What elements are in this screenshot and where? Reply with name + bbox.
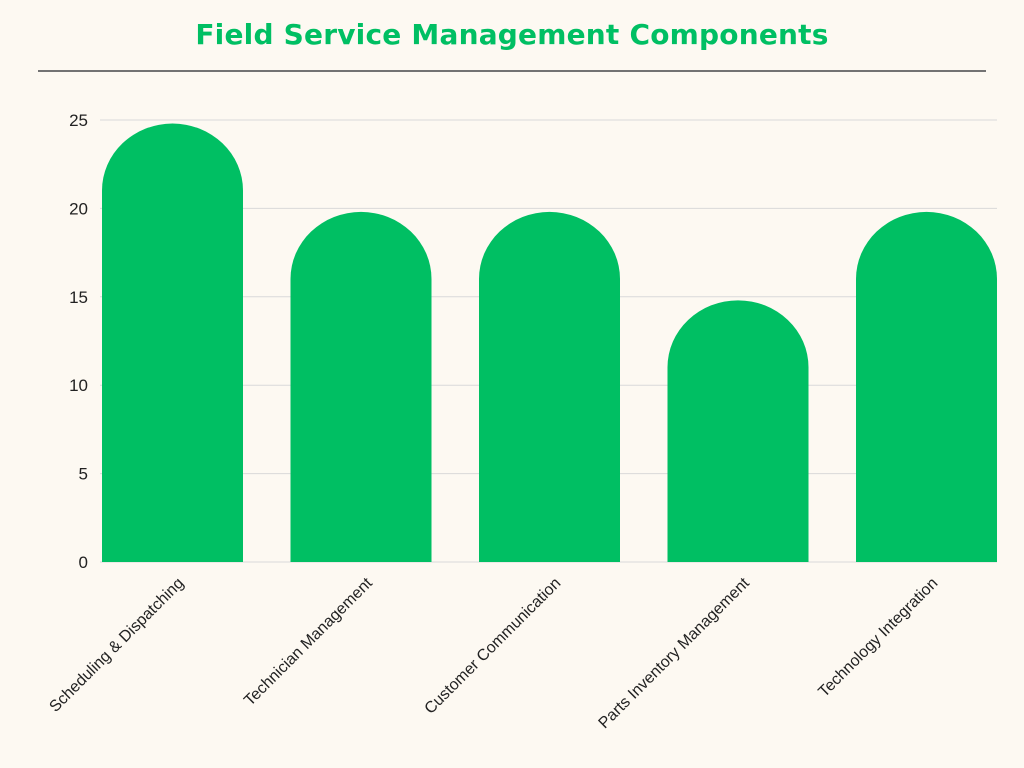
bar: [102, 123, 243, 563]
x-axis-ticks: Scheduling & Dispatching Technician Manag…: [46, 574, 941, 732]
y-tick-label: 15: [69, 288, 88, 307]
y-axis-ticks: 0 5 10 15 20 25: [69, 111, 88, 572]
x-tick-label: Technology Integration: [815, 575, 941, 701]
x-tick-label: Customer Communication: [422, 575, 565, 718]
bar: [667, 300, 809, 562]
x-tick-label: Technician Management: [241, 574, 376, 709]
x-tick-label: Parts Inventory Management: [596, 574, 754, 732]
y-tick-label: 20: [69, 199, 88, 218]
y-tick-label: 25: [69, 111, 88, 130]
y-tick-label: 0: [79, 553, 88, 572]
bar: [290, 211, 432, 562]
bars: [102, 123, 997, 563]
x-tick-label: Scheduling & Dispatching: [46, 575, 187, 716]
chart-title: Field Service Management Components: [195, 18, 829, 51]
title-divider: [38, 70, 986, 72]
y-tick-label: 5: [79, 465, 88, 484]
y-tick-label: 10: [69, 376, 88, 395]
bar: [479, 211, 620, 562]
bar: [856, 211, 997, 562]
